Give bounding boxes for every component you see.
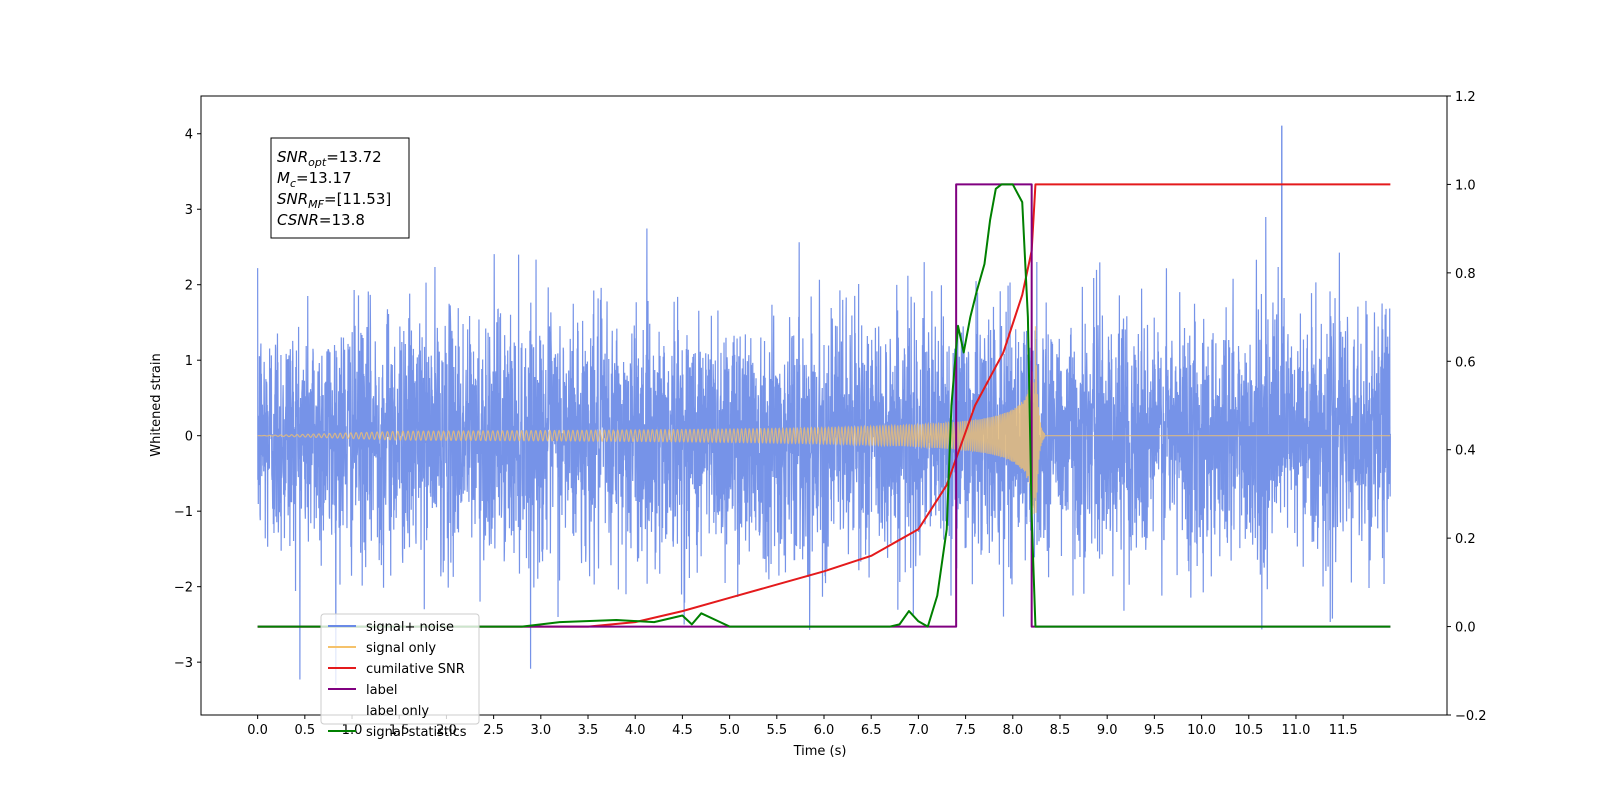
series-signal-noise	[257, 125, 1391, 685]
y-right-tick-label: −0.2	[1455, 709, 1487, 724]
y-left-tick-label: 4	[185, 128, 193, 143]
plot-area	[257, 125, 1391, 685]
x-tick-label: 7.5	[955, 723, 976, 738]
legend: signal+ noise signal only cumilative SNR la…	[320, 613, 480, 740]
x-tick-label: 7.0	[908, 723, 929, 738]
x-tick-label: 9.0	[1097, 723, 1118, 738]
legend-label: signal statistics	[366, 725, 467, 740]
x-axis: 0.0 0.5 1.0 1.5 2.0 2.5 3.0 3.5 4.0 4.5 5.0 5.5 6.0 6…	[247, 715, 1358, 738]
annotation-line: SNRopt=13.72	[277, 148, 382, 169]
x-tick-label: 3.5	[578, 723, 599, 738]
x-tick-label: 4.5	[672, 723, 693, 738]
annotation-box: SNRopt=13.72Mc=13.17SNRMF=[11.53]CSNR=13…	[270, 137, 410, 239]
x-tick-label: 9.5	[1144, 723, 1165, 738]
y-left-tick-label: 1	[185, 354, 193, 369]
y-right-tick-label: 0.8	[1455, 267, 1476, 282]
legend-frame	[320, 613, 480, 725]
legend-label: signal only	[366, 641, 436, 656]
x-tick-label: 10.5	[1234, 723, 1263, 738]
y-left-tick-label: −3	[174, 656, 193, 671]
x-tick-label: 8.5	[1050, 723, 1071, 738]
series-cumilative-snr	[257, 183, 1391, 628]
y-left-tick-label: −1	[174, 505, 193, 520]
legend-label: cumilative SNR	[366, 662, 465, 677]
x-tick-label: 6.5	[861, 723, 882, 738]
y-left-tick-label: 2	[185, 279, 193, 294]
x-tick-label: 2.0	[436, 723, 457, 738]
series-signal-statistics	[257, 183, 1391, 628]
x-tick-label: 11.5	[1329, 723, 1358, 738]
y-left-tick-label: −2	[174, 581, 193, 596]
y-right-tick-label: 1.2	[1455, 90, 1476, 105]
y-left-tick-label: 3	[185, 203, 193, 218]
y-right-tick-label: 0.0	[1455, 621, 1476, 636]
legend-label: signal+ noise	[366, 620, 454, 635]
x-tick-label: 1.5	[389, 723, 410, 738]
x-tick-label: 5.0	[719, 723, 740, 738]
annotation-frame	[270, 137, 410, 239]
x-tick-label: 6.0	[814, 723, 835, 738]
annotation-line: CSNR=13.8	[277, 211, 365, 229]
annotation-line: SNRMF=[11.53]	[277, 190, 391, 211]
y-right-tick-label: 0.4	[1455, 444, 1476, 459]
x-axis-label: Time (s)	[793, 744, 847, 759]
annotation-line: Mc=13.17	[277, 169, 352, 190]
x-tick-label: 0.5	[294, 723, 315, 738]
x-tick-label: 2.5	[483, 723, 504, 738]
y-axis-left: −3 −2 −1 0 1 2 3 4	[174, 128, 201, 671]
legend-label: label	[366, 683, 397, 698]
x-tick-label: 8.0	[1002, 723, 1023, 738]
y-axis-right: −0.2 0.0 0.2 0.4 0.6 0.8 1.0 1.2	[1447, 90, 1487, 724]
y-axis-label: Whitened strain	[149, 353, 164, 456]
y-left-tick-label: 0	[185, 430, 193, 445]
legend-label: label only	[366, 704, 429, 719]
x-tick-label: 10.0	[1187, 723, 1216, 738]
series-signal-only	[257, 326, 1391, 514]
x-tick-label: 3.0	[530, 723, 551, 738]
x-tick-label: 4.0	[625, 723, 646, 738]
x-tick-label: 5.5	[766, 723, 787, 738]
x-tick-label: 11.0	[1281, 723, 1310, 738]
y-right-tick-label: 1.0	[1455, 178, 1476, 193]
y-right-tick-label: 0.6	[1455, 355, 1476, 370]
y-right-tick-label: 0.2	[1455, 532, 1476, 547]
x-tick-label: 0.0	[247, 723, 268, 738]
